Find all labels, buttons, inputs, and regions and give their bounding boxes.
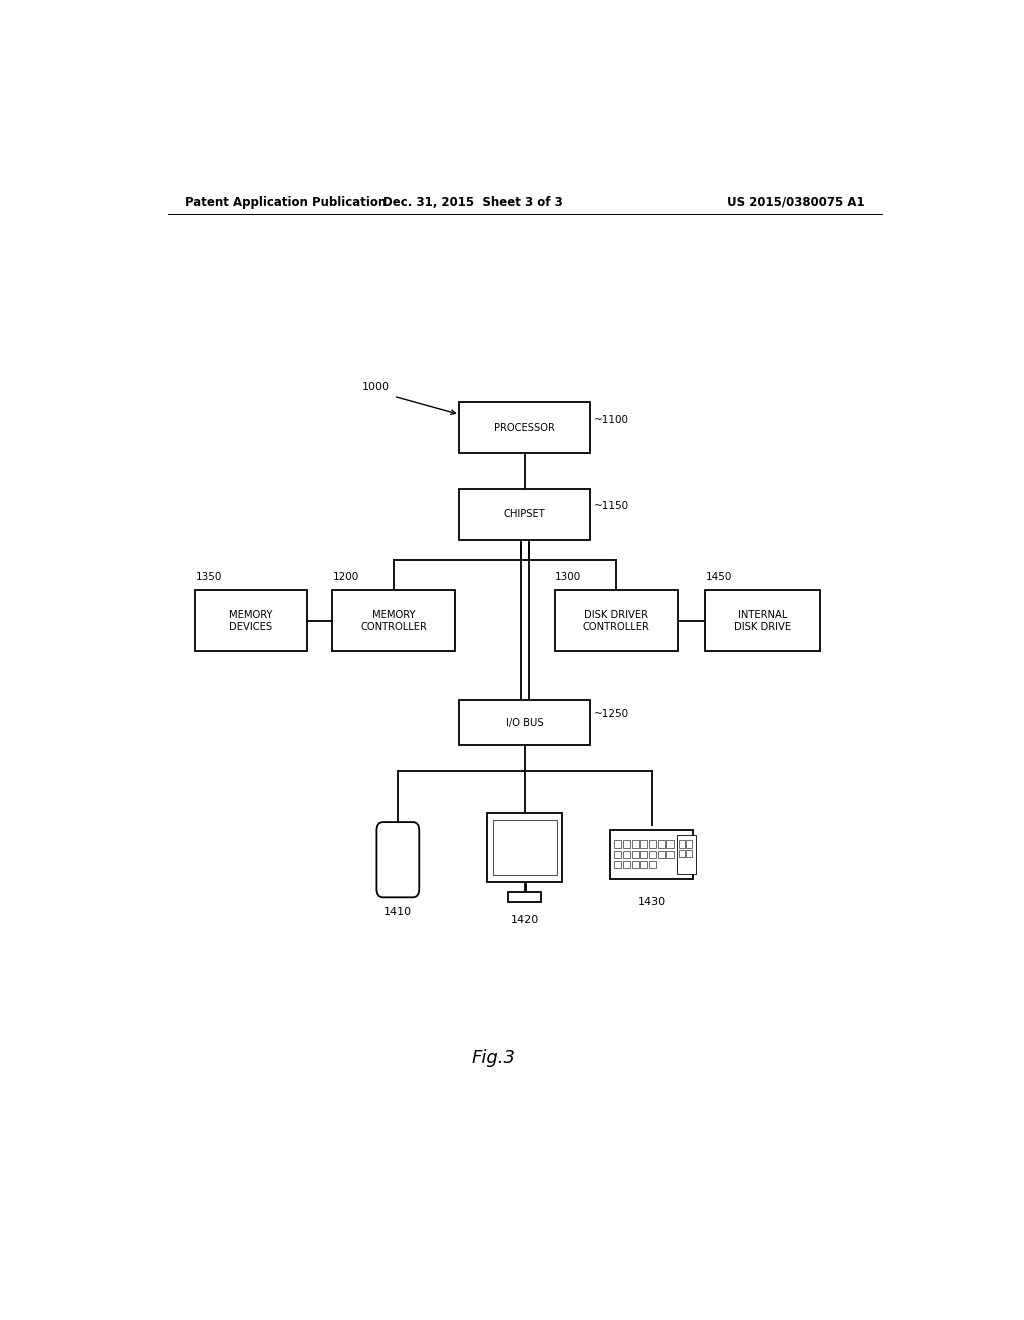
Bar [623,850,630,858]
Bar [649,861,656,867]
Bar [508,892,542,903]
Text: 1350: 1350 [196,573,222,582]
Bar [679,850,685,857]
Text: PROCESSOR: PROCESSOR [495,422,555,433]
Text: ~1100: ~1100 [594,414,629,425]
Bar [640,861,647,867]
Text: 1410: 1410 [384,907,412,917]
Bar [623,861,630,867]
Bar [555,590,678,651]
Text: MEMORY
CONTROLLER: MEMORY CONTROLLER [360,610,427,632]
Bar [614,861,622,867]
Bar [610,830,693,879]
Bar [657,841,665,847]
Text: MEMORY
DEVICES: MEMORY DEVICES [229,610,272,632]
Bar [679,841,685,847]
Bar [623,841,630,847]
Text: US 2015/0380075 A1: US 2015/0380075 A1 [727,195,864,209]
Text: Fig.3: Fig.3 [471,1049,515,1067]
Bar [487,813,562,882]
Bar [640,850,647,858]
Text: DISK DRIVER
CONTROLLER: DISK DRIVER CONTROLLER [583,610,649,632]
Text: Patent Application Publication: Patent Application Publication [185,195,386,209]
Bar [706,590,820,651]
Text: INTERNAL
DISK DRIVE: INTERNAL DISK DRIVE [734,610,792,632]
Bar [632,850,639,858]
Bar [678,836,695,874]
Bar [614,841,622,847]
Bar [460,700,590,746]
Bar [333,590,456,651]
Bar [667,841,674,847]
Bar [667,850,674,858]
Bar [649,850,656,858]
FancyBboxPatch shape [377,822,419,898]
Text: CHIPSET: CHIPSET [504,510,546,519]
Text: I/O BUS: I/O BUS [506,718,544,727]
Text: 1000: 1000 [362,381,390,392]
Text: 1420: 1420 [511,915,539,924]
Bar [196,590,306,651]
Bar [632,841,639,847]
Text: Dec. 31, 2015  Sheet 3 of 3: Dec. 31, 2015 Sheet 3 of 3 [383,195,563,209]
Bar [640,841,647,847]
Bar [460,488,590,540]
Bar [686,841,691,847]
Bar [614,850,622,858]
Text: 1300: 1300 [555,573,581,582]
Bar [632,861,639,867]
Bar [493,820,557,875]
Text: ~1250: ~1250 [594,709,630,719]
Bar [460,403,590,453]
Text: 1450: 1450 [706,573,732,582]
Bar [686,850,691,857]
Text: ~1150: ~1150 [594,502,630,511]
Bar [649,841,656,847]
Bar [657,850,665,858]
Text: 1200: 1200 [333,573,358,582]
Text: 1430: 1430 [638,898,666,907]
